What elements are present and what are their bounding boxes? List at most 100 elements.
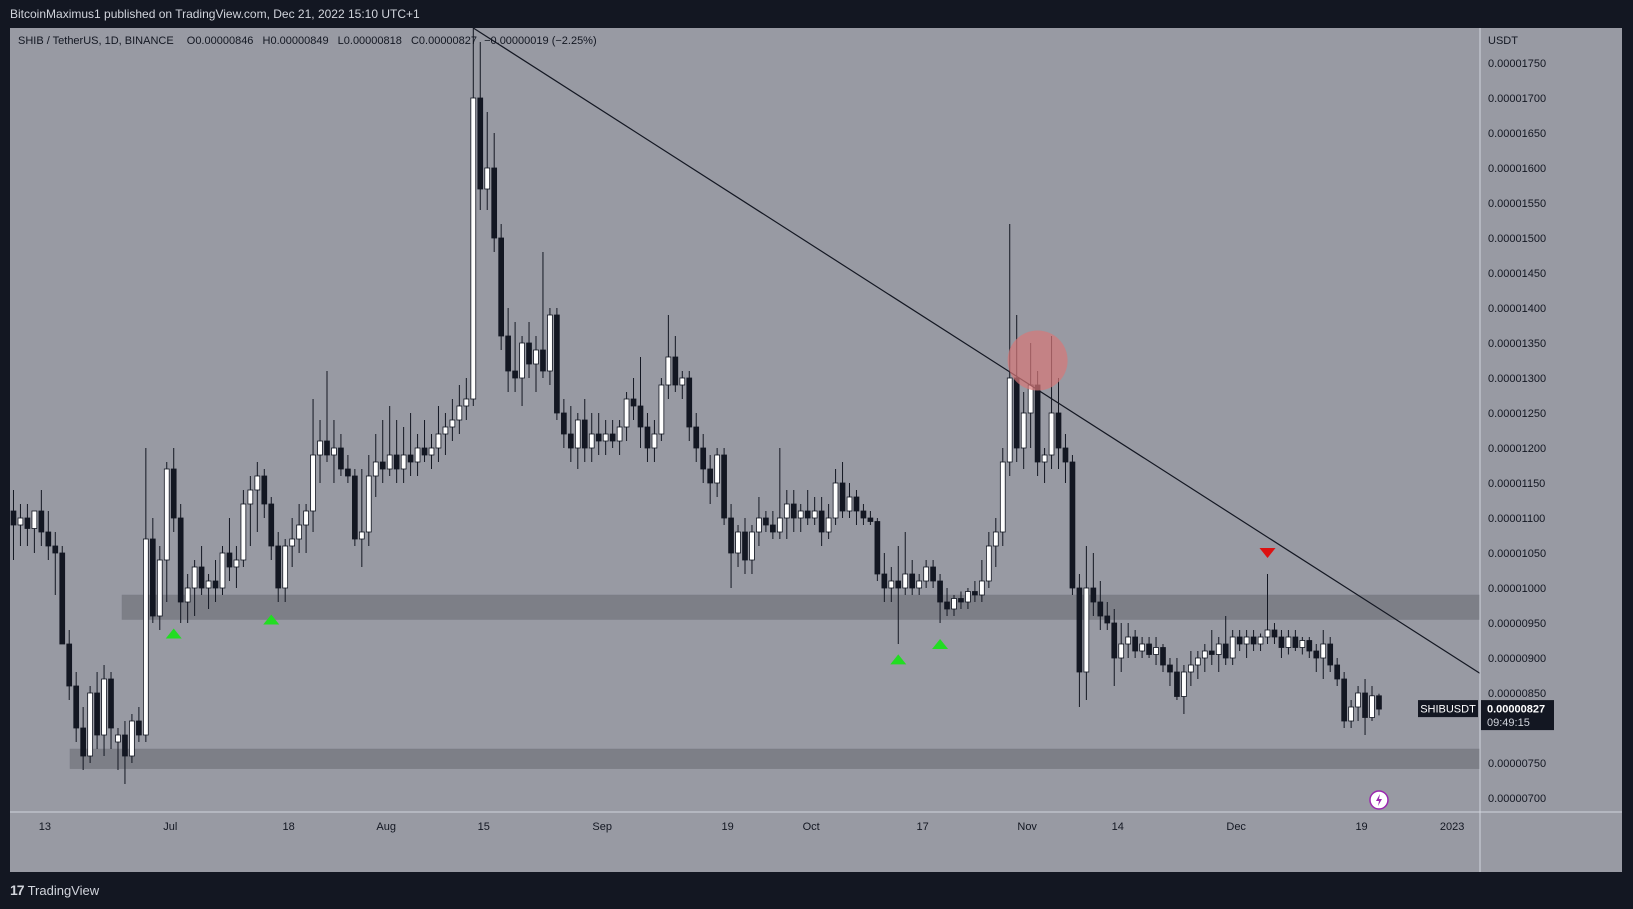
bull-candle	[254, 475, 261, 491]
bull-candle	[289, 538, 295, 547]
bull-candle	[825, 517, 832, 533]
close-key: C	[410, 35, 419, 47]
bull-candle	[658, 384, 665, 435]
bull-candle	[156, 559, 163, 617]
bear-candle	[421, 447, 428, 456]
bounce-up-marker	[890, 654, 907, 665]
bull-candle	[282, 545, 289, 589]
current-price-label: 0.00000827	[1487, 704, 1545, 716]
bear-candle	[630, 398, 637, 407]
axes: USDT 0.00001750 0.00001700 0.00001650 0.0000…	[10, 28, 1622, 872]
bear-candle	[1055, 412, 1062, 449]
bounce-up-marker	[263, 614, 280, 625]
bull-candle	[679, 377, 686, 386]
bull-candle	[797, 510, 804, 519]
bull-candle	[1139, 643, 1145, 652]
bull-candle	[1181, 671, 1187, 697]
bull-candle	[331, 447, 337, 456]
bull-candle	[651, 433, 658, 449]
current-price-box	[1481, 700, 1554, 731]
bull-candle	[129, 720, 135, 757]
bull-candle	[986, 545, 992, 582]
bear-candle	[839, 482, 846, 512]
time-tick-label: 15	[478, 821, 490, 833]
price-tick-label: 0.00000900	[1488, 653, 1546, 665]
tradingview-logo-icon: 17	[10, 882, 25, 898]
bull-candle	[484, 167, 491, 190]
bear-candle	[198, 566, 205, 589]
bull-candle	[1153, 647, 1159, 655]
bear-candle	[1292, 636, 1299, 648]
symbol-tag-box	[1418, 700, 1478, 718]
bull-candle	[749, 531, 755, 561]
bear-candle	[609, 433, 616, 442]
price-tick-label: 0.00001200	[1488, 443, 1546, 455]
bull-candle	[247, 489, 254, 505]
bull-candle	[1348, 706, 1354, 722]
symbol-info[interactable]: SHIB / TetherUS, 1D, BINANCE	[18, 35, 174, 47]
bull-candle	[303, 510, 309, 526]
bear-candle	[972, 591, 978, 596]
bull-candle	[1195, 657, 1201, 666]
bear-candle	[672, 356, 679, 386]
bear-candle	[1104, 615, 1111, 624]
bear-candle	[1236, 636, 1243, 645]
bear-candle	[790, 503, 797, 519]
chart-panel[interactable]: USDT 0.00001750 0.00001700 0.00001650 0.0000…	[10, 28, 1622, 872]
bull-candle	[191, 566, 198, 589]
bull-candle	[1083, 587, 1090, 673]
published-text: BitcoinMaximus1 published on TradingView…	[10, 7, 420, 21]
bear-candle	[45, 531, 52, 547]
candles	[10, 28, 1382, 784]
price-tick-label: 0.00001100	[1488, 513, 1545, 525]
bear-candle	[24, 517, 31, 529]
bull-candle	[317, 440, 323, 456]
bull-candle	[219, 552, 226, 589]
footer-brand[interactable]: 17 TradingView	[10, 882, 99, 898]
bear-candle	[505, 335, 511, 372]
bull-candle	[1299, 640, 1306, 648]
bull-candle	[240, 503, 247, 561]
bull-candle	[233, 559, 240, 568]
bear-candle	[804, 510, 811, 519]
bull-candle	[588, 433, 595, 449]
bull-candle	[1320, 643, 1327, 659]
time-tick-label: Jul	[163, 821, 177, 833]
bear-candle	[686, 377, 693, 428]
bear-candle	[491, 167, 498, 239]
time-tick-label: Sep	[592, 821, 612, 833]
bull-candle	[547, 314, 553, 372]
bear-candle	[930, 566, 936, 582]
bull-candle	[17, 517, 24, 526]
bull-candle	[1229, 636, 1236, 659]
bear-candle	[644, 426, 651, 449]
bear-candle	[707, 468, 714, 484]
time-tick-label: Dec	[1226, 821, 1246, 833]
high-key: H	[262, 35, 271, 47]
bear-candle	[1208, 650, 1215, 655]
bear-candle	[554, 314, 560, 414]
bull-candle	[616, 426, 623, 442]
bear-candle	[1313, 650, 1320, 659]
bear-candle	[1111, 622, 1118, 659]
low-value: 0.00000818	[343, 35, 402, 47]
bull-candle	[435, 433, 442, 449]
price-tick-label: 0.00001550	[1488, 198, 1546, 210]
bear-candle	[721, 454, 727, 519]
bear-candle	[1160, 647, 1166, 666]
bear-candle	[1376, 695, 1382, 710]
bear-candle	[80, 727, 86, 757]
bear-candle	[1250, 636, 1257, 645]
bear-candle	[1076, 587, 1083, 673]
bolt-glyph	[1375, 794, 1382, 806]
bear-candle	[73, 685, 80, 729]
time-tick-label: 17	[917, 821, 929, 833]
bear-candle	[958, 598, 964, 603]
bull-candle	[1201, 650, 1208, 659]
bear-candle	[407, 454, 414, 463]
chart-canvas[interactable]: USDT 0.00001750 0.00001700 0.00001650 0.0000…	[10, 28, 1622, 872]
bear-candle	[324, 440, 330, 456]
bull-candle	[756, 517, 762, 533]
rejection-highlight-circle	[1007, 330, 1068, 391]
bear-candle	[275, 545, 282, 589]
